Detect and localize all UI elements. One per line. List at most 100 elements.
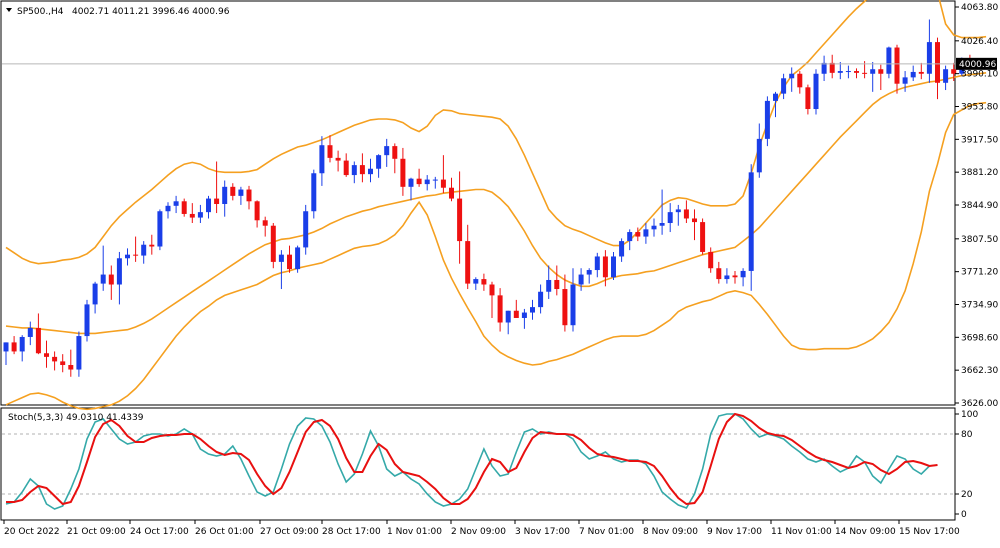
candle-body: [52, 356, 58, 362]
candle-body: [254, 201, 260, 221]
candle: [424, 175, 430, 191]
candle: [449, 177, 454, 202]
candle: [351, 161, 357, 184]
candle: [238, 186, 244, 205]
candle: [303, 204, 309, 255]
candle: [732, 270, 738, 284]
candle: [530, 299, 535, 320]
candle: [108, 265, 114, 300]
candle-body: [700, 222, 706, 252]
candle: [11, 336, 17, 355]
candle: [465, 224, 471, 290]
candle: [740, 268, 746, 287]
candle: [683, 200, 689, 223]
candle: [311, 169, 317, 219]
candle: [659, 189, 665, 235]
candle-body: [521, 312, 527, 318]
candle: [546, 265, 552, 299]
candle-body: [84, 304, 90, 337]
candle: [181, 198, 187, 217]
candle-body: [554, 279, 560, 290]
candle: [505, 310, 511, 335]
candle: [52, 351, 58, 371]
chevron-down-icon[interactable]: [6, 8, 12, 12]
candle: [416, 168, 422, 187]
candle: [287, 245, 292, 273]
candle-body: [35, 327, 41, 354]
time-tick-label: 8 Nov 09:00: [643, 527, 698, 537]
candle: [910, 65, 916, 81]
candle: [319, 136, 325, 186]
candle: [60, 354, 66, 373]
candle-body: [748, 172, 754, 271]
candle-body: [351, 165, 357, 176]
candle-body: [384, 146, 390, 156]
candle: [651, 218, 657, 237]
main-chart-frame: [0, 0, 956, 406]
candle-body: [100, 274, 106, 284]
time-tick-label: 11 Nov 01:00: [771, 527, 832, 537]
candle-body: [878, 69, 884, 74]
candle: [222, 180, 228, 217]
candle: [805, 84, 811, 115]
candle-body: [108, 274, 114, 285]
candle-body: [724, 275, 730, 280]
candle: [724, 268, 730, 284]
stoch-tick-label: 100: [961, 410, 978, 420]
candle: [667, 203, 673, 233]
candle: [675, 204, 681, 226]
time-tick-label: 28 Oct 17:00: [322, 527, 381, 537]
candle: [619, 238, 625, 262]
candle: [578, 268, 584, 291]
candle-body: [659, 223, 665, 226]
candle-body: [262, 220, 268, 226]
candle-body: [157, 211, 163, 247]
price-tick-label: 3881.20: [961, 168, 998, 178]
candle: [870, 61, 876, 92]
stoch-main-line: [5, 413, 938, 510]
candle-body: [206, 198, 211, 213]
candle-body: [27, 327, 33, 337]
candle: [141, 241, 147, 264]
candle-body: [538, 291, 544, 308]
candle-body: [214, 198, 220, 205]
candle: [837, 61, 843, 80]
candle-body: [902, 77, 908, 84]
candle: [886, 46, 892, 79]
candle-body: [813, 73, 819, 110]
candle-body: [449, 187, 454, 199]
candle-body: [319, 145, 325, 174]
candle: [197, 204, 203, 223]
candle: [116, 251, 122, 305]
candle-body: [513, 310, 519, 318]
candle-body: [165, 205, 171, 212]
candle-body: [376, 155, 382, 169]
candle: [295, 245, 301, 273]
bollinger-middle-line: [5, 72, 987, 335]
time-tick-label: 14 Nov 09:00: [835, 527, 896, 537]
candle-body: [546, 279, 552, 292]
candle-body: [643, 229, 649, 237]
candle-body: [270, 225, 276, 262]
candle-body: [424, 179, 430, 185]
candle-body: [870, 69, 876, 74]
stoch-indicator-label: Stoch(5,3,3) 49.0310 41.4339: [8, 413, 144, 423]
candle: [44, 340, 49, 368]
candle-body: [789, 73, 795, 79]
candle: [76, 331, 82, 377]
candle: [570, 268, 576, 332]
candle-body: [586, 270, 592, 275]
current-price-badge: 4000.96: [956, 57, 997, 70]
candle: [327, 135, 333, 163]
candle-body: [910, 71, 916, 78]
candle-body: [359, 165, 365, 175]
price-tick-label: 3662.30: [961, 366, 998, 376]
candle: [246, 185, 252, 210]
candle: [84, 299, 90, 342]
candle: [554, 265, 560, 296]
candle: [611, 251, 616, 280]
candle-body: [230, 186, 236, 196]
candle: [497, 288, 503, 332]
